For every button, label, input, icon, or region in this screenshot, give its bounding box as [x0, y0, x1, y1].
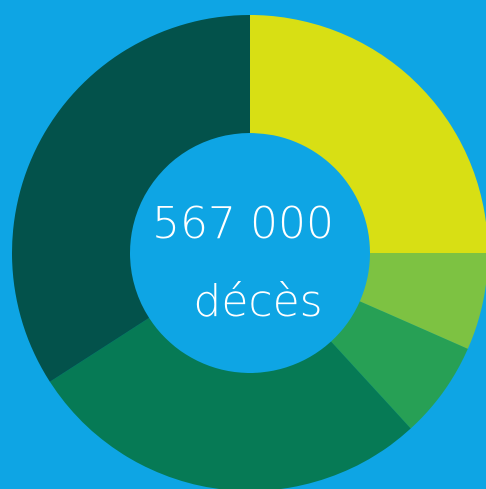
slice [11, 15, 250, 382]
center-value: 567 000 [152, 198, 334, 249]
slice [331, 301, 468, 429]
slices [11, 15, 486, 489]
slice [359, 253, 486, 349]
center-label: décès [193, 276, 322, 327]
slice [250, 15, 486, 253]
slice [49, 317, 411, 489]
